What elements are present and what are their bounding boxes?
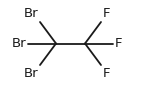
Text: F: F — [103, 7, 111, 20]
Text: F: F — [103, 67, 111, 80]
Text: F: F — [115, 37, 123, 50]
Text: Br: Br — [11, 37, 26, 50]
Text: Br: Br — [23, 67, 38, 80]
Text: Br: Br — [23, 7, 38, 20]
